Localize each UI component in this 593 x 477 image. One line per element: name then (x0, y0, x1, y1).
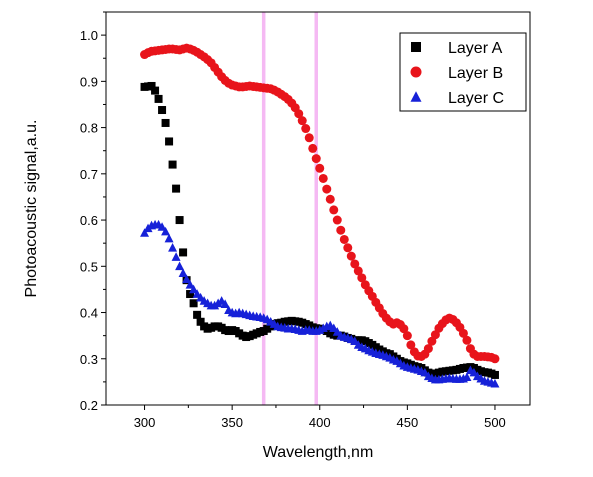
series-layer-b (140, 43, 500, 364)
y-tick-label: 0.8 (80, 121, 98, 136)
highlight-band (261, 12, 266, 405)
data-point (158, 106, 167, 115)
data-point (353, 266, 363, 276)
legend-marker (410, 91, 422, 102)
y-tick-label: 0.4 (80, 306, 98, 321)
highlight-band (314, 12, 318, 405)
data-point (186, 290, 195, 299)
data-point (185, 279, 195, 289)
legend-marker (410, 66, 422, 78)
data-point (168, 160, 177, 169)
data-point (458, 328, 468, 338)
x-tick-label: 300 (134, 415, 156, 430)
x-tick-label: 500 (484, 415, 506, 430)
series-layer-c (140, 219, 500, 388)
data-point (182, 274, 192, 284)
data-point (294, 109, 304, 119)
data-point (140, 228, 150, 237)
data-point (301, 124, 311, 134)
data-point (189, 299, 198, 308)
data-point (220, 299, 230, 309)
data-point (318, 173, 328, 183)
data-point (325, 194, 335, 204)
data-point (336, 225, 346, 235)
data-point (490, 370, 499, 379)
x-tick-label: 400 (309, 415, 331, 430)
y-tick-label: 1.0 (80, 28, 98, 43)
data-point (168, 243, 178, 252)
x-axis-title: Wavelength,nm (263, 444, 374, 461)
data-point (161, 226, 171, 236)
data-point (179, 248, 188, 257)
y-tick-label: 0.5 (80, 259, 98, 274)
data-point (315, 163, 325, 173)
plot-series (140, 43, 500, 388)
data-point (213, 298, 223, 308)
axis-ticks: 300 350 400 450 500 0.2 0.3 0.4 0.5 0.6 0.7 0.8 0.9 1… (80, 11, 506, 430)
y-tick-label: 0.7 (80, 167, 98, 182)
data-point (308, 143, 318, 153)
data-point (175, 216, 184, 225)
legend-label: Layer C (448, 90, 504, 107)
data-point (304, 133, 314, 143)
data-point (332, 215, 342, 225)
x-tick-label: 350 (221, 415, 243, 430)
data-point (196, 317, 205, 326)
y-tick-label: 0.2 (80, 398, 98, 413)
highlight-bands (261, 12, 318, 405)
data-point (339, 234, 349, 244)
data-point (164, 233, 174, 243)
y-axis-title: Photoacoustic signal,a.u. (23, 120, 40, 298)
data-point (210, 300, 220, 310)
data-point (462, 335, 472, 345)
data-point (151, 86, 160, 95)
data-point (322, 184, 332, 194)
data-point (329, 205, 339, 215)
legend-label: Layer A (448, 40, 503, 57)
data-point (490, 354, 500, 364)
y-tick-label: 0.9 (80, 74, 98, 89)
data-point (402, 331, 412, 341)
data-point (161, 118, 170, 127)
plot-frame (105, 11, 531, 406)
data-point (178, 268, 188, 278)
data-point (193, 310, 202, 319)
data-point (350, 259, 360, 269)
data-point (297, 116, 307, 126)
legend-marker (411, 42, 421, 52)
data-point (343, 243, 353, 253)
data-point (154, 94, 163, 103)
data-point (172, 184, 181, 193)
data-point (406, 340, 416, 350)
data-point (165, 137, 174, 146)
legend: Layer A Layer B Layer C (399, 32, 527, 112)
data-point (147, 81, 156, 90)
data-point (490, 378, 500, 388)
y-tick-label: 0.3 (80, 352, 98, 367)
data-point (171, 252, 181, 261)
data-point (346, 251, 356, 261)
data-point (423, 344, 433, 354)
y-tick-label: 0.6 (80, 213, 98, 228)
x-tick-label: 450 (397, 415, 419, 430)
data-point (311, 154, 321, 164)
data-point (357, 273, 367, 283)
data-point (175, 261, 185, 271)
data-point (157, 222, 167, 231)
data-point (399, 324, 409, 334)
data-point (189, 284, 199, 294)
data-point (462, 372, 472, 382)
legend-label: Layer B (448, 65, 503, 82)
